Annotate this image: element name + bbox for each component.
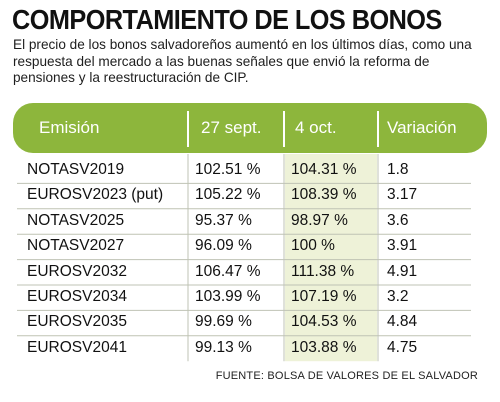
table-cell: 104.53 % bbox=[291, 313, 357, 331]
table-cell: 104.31 % bbox=[291, 161, 357, 178]
header-band bbox=[13, 103, 487, 153]
column-header: 4 oct. bbox=[295, 118, 337, 137]
table-cell: 98.97 % bbox=[291, 211, 348, 229]
table-row-label: EUROSV2023 (put) bbox=[27, 186, 164, 204]
table-cell: 1.8 bbox=[387, 161, 409, 178]
table-cell: 4.91 bbox=[387, 262, 418, 280]
table-cell: 95.37 % bbox=[195, 211, 252, 229]
table-row-label: EUROSV2035 bbox=[27, 313, 127, 331]
table-cell: 100 % bbox=[291, 237, 335, 255]
table-cell: 103.99 % bbox=[195, 288, 261, 305]
column-tint bbox=[285, 154, 377, 362]
column-header: 27 sept. bbox=[201, 118, 262, 137]
table-cell: 4.75 bbox=[387, 338, 418, 356]
table-cell: 108.39 % bbox=[291, 186, 357, 204]
table-row-label: NOTASV2027 bbox=[27, 237, 125, 255]
table-row-label: EUROSV2041 bbox=[27, 338, 127, 356]
table-cell: 99.13 % bbox=[195, 338, 252, 356]
source-note: FUENTE: BOLSA DE VALORES DE EL SALVADOR bbox=[215, 370, 478, 382]
table-cell: 111.38 % bbox=[291, 262, 355, 280]
table-row-label: NOTASV2019 bbox=[27, 161, 125, 178]
table-row-label: EUROSV2034 bbox=[27, 288, 127, 305]
page-subtitle: El precio de los bonos salvadoreños aume… bbox=[13, 37, 472, 85]
table-cell: 102.51 % bbox=[195, 161, 261, 178]
table-cell: 3.91 bbox=[387, 237, 418, 255]
table-cell: 103.88 % bbox=[291, 338, 357, 356]
table-cell: 3.2 bbox=[387, 288, 409, 305]
table-row-label: NOTASV2025 bbox=[27, 211, 125, 229]
column-header: Emisión bbox=[39, 118, 100, 137]
page-title: COMPORTAMIENTO DE LOS BONOS bbox=[12, 4, 442, 35]
table-row-label: EUROSV2032 bbox=[27, 262, 127, 280]
table-cell: 107.19 % bbox=[291, 288, 357, 305]
column-header: Variación bbox=[387, 118, 457, 137]
table-cell: 99.69 % bbox=[195, 313, 252, 331]
table-cell: 106.47 % bbox=[195, 262, 261, 280]
table-cell: 3.17 bbox=[387, 186, 418, 204]
table-cell: 105.22 % bbox=[195, 186, 261, 204]
table-background bbox=[13, 103, 487, 362]
table-cell: 96.09 % bbox=[195, 237, 252, 255]
table-cell: 3.6 bbox=[387, 211, 409, 229]
bond-table: Emisión 27 sept. 4 oct. Variación NOTASV2019… bbox=[13, 103, 487, 363]
table-cell: 4.84 bbox=[387, 313, 418, 331]
